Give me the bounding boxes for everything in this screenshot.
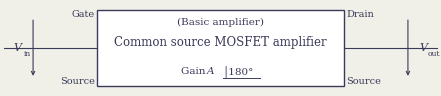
- Text: A: A: [206, 67, 214, 76]
- Bar: [97, 10, 344, 86]
- Text: Drain: Drain: [346, 10, 374, 19]
- Text: V: V: [419, 43, 427, 53]
- Text: Gain: Gain: [181, 67, 209, 76]
- Text: V: V: [14, 43, 22, 53]
- Text: Common source MOSFET amplifier: Common source MOSFET amplifier: [114, 36, 327, 49]
- Text: Source: Source: [346, 77, 381, 86]
- Text: │180°: │180°: [223, 65, 254, 77]
- Text: Gate: Gate: [72, 10, 95, 19]
- Text: Source: Source: [60, 77, 95, 86]
- Text: out: out: [427, 50, 440, 58]
- Text: (Basic amplifier): (Basic amplifier): [177, 17, 264, 27]
- Text: in: in: [24, 50, 31, 58]
